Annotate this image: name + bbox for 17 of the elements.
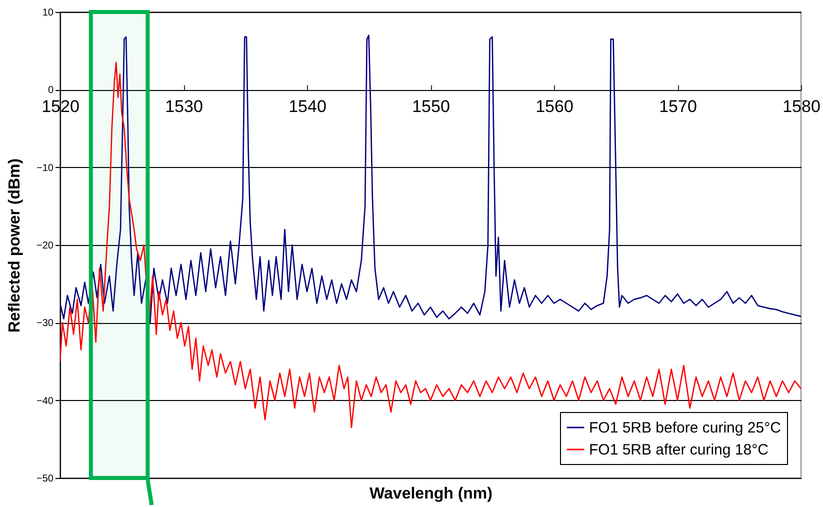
legend-label: FO1 5RB before curing 25°C xyxy=(589,420,782,436)
y-tick-label: −30 xyxy=(36,318,54,330)
y-tick-label: −50 xyxy=(36,474,54,484)
x-tick-label: 1580 xyxy=(782,97,820,116)
x-tick-label: 1560 xyxy=(536,97,574,116)
x-axis-title: Wavelengh (nm) xyxy=(370,486,492,502)
y-tick-label: −10 xyxy=(36,162,54,174)
y-tick-label: 10 xyxy=(42,8,54,18)
x-tick-label: 1540 xyxy=(288,97,326,116)
legend-label: FO1 5RB after curing 18°C xyxy=(589,442,769,458)
y-tick-label: 0 xyxy=(48,85,54,96)
y-axis-title: Reflected power (dBm) xyxy=(6,158,24,333)
x-tick-label: 1550 xyxy=(412,97,450,116)
y-tick-label: −40 xyxy=(36,396,54,407)
x-tick-label: 1530 xyxy=(165,97,203,116)
y-tick-label: −20 xyxy=(36,240,54,252)
x-tick-label: 1570 xyxy=(659,97,697,116)
